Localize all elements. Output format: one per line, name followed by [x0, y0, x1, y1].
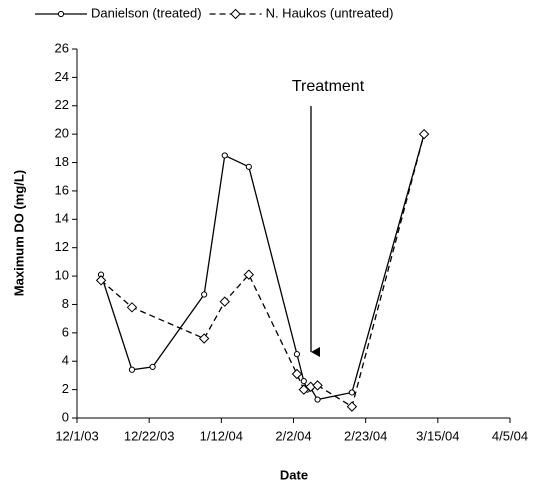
data-marker — [149, 363, 156, 371]
x-tick-label: 3/15/04 — [416, 428, 459, 443]
y-tick-label: 12 — [55, 239, 69, 254]
data-marker — [346, 401, 358, 412]
data-marker — [201, 291, 208, 298]
data-marker — [245, 163, 252, 170]
y-tick-label: 20 — [55, 126, 69, 141]
y-tick-label: 22 — [55, 97, 69, 112]
x-tick-label: 2/2/04 — [275, 428, 311, 443]
legend-label: N. Haukos (untreated) — [266, 5, 394, 20]
data-marker — [243, 269, 255, 280]
x-tick-label: 4/5/04 — [492, 428, 528, 443]
y-tick-label: 0 — [62, 409, 69, 424]
y-tick-label: 14 — [55, 211, 69, 226]
data-marker — [348, 389, 356, 396]
x-tick-label: 2/23/04 — [344, 428, 387, 443]
x-tick-label: 1/12/04 — [200, 428, 243, 443]
series-line — [100, 133, 425, 408]
data-marker — [300, 378, 307, 385]
series-line — [100, 133, 425, 401]
legend-marker — [230, 8, 241, 20]
data-marker — [314, 396, 321, 403]
y-tick-label: 6 — [62, 324, 69, 339]
data-marker — [198, 333, 210, 344]
y-tick-label: 26 — [55, 40, 69, 55]
x-axis-label: Date — [280, 467, 308, 482]
y-tick-label: 4 — [62, 353, 69, 368]
y-tick-label: 18 — [55, 154, 69, 169]
data-marker — [291, 368, 303, 380]
y-axis-label: Maximum DO (mg/L) — [11, 170, 26, 296]
legend-marker — [57, 10, 65, 18]
y-tick-label: 2 — [62, 381, 69, 396]
data-marker — [221, 152, 228, 159]
data-marker — [293, 351, 301, 358]
data-marker — [418, 128, 430, 140]
y-tick-label: 8 — [62, 296, 69, 311]
data-marker — [128, 366, 136, 373]
y-tick-label: 24 — [55, 69, 69, 84]
annotation: Treatment — [292, 78, 365, 95]
x-tick-label: 12/22/03 — [124, 428, 175, 443]
data-marker — [126, 302, 138, 313]
data-marker — [219, 296, 230, 307]
y-tick-label: 16 — [55, 182, 69, 197]
x-tick-label: 12/1/03 — [55, 428, 98, 443]
y-tick-label: 10 — [55, 268, 69, 283]
legend-label: Danielson (treated) — [91, 5, 202, 20]
data-marker — [312, 380, 323, 391]
data-marker — [298, 384, 310, 395]
data-marker — [95, 275, 107, 286]
